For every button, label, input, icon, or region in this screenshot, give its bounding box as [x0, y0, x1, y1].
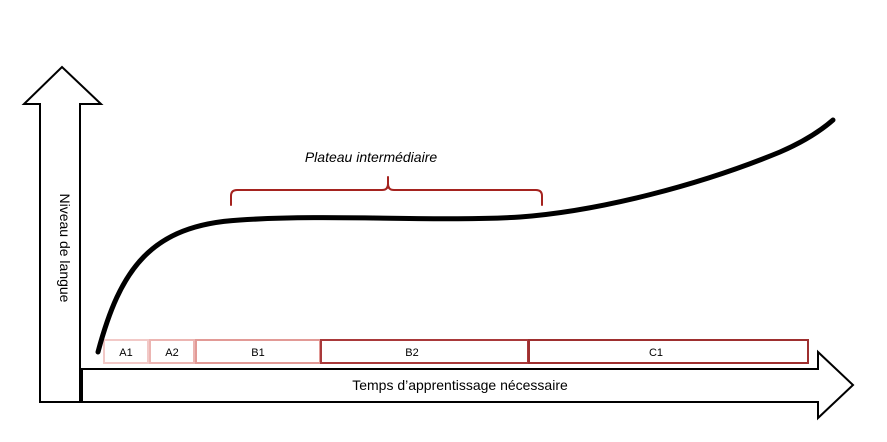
level-label-a2: A2 [165, 347, 178, 359]
x-axis-label: Temps d’apprentissage nécessaire [352, 377, 568, 393]
level-label-b1: B1 [251, 347, 264, 359]
level-bar: A1 A2 B1 B2 C1 [103, 339, 809, 364]
level-box-a1 [103, 339, 149, 364]
x-axis-arrow [81, 349, 855, 421]
plateau-brace [230, 176, 543, 206]
y-axis-label: Niveau de langue [57, 194, 73, 303]
level-label-c1: C1 [649, 347, 663, 359]
level-box-c1 [528, 339, 809, 364]
y-axis-arrow [21, 65, 104, 403]
learning-curve [95, 117, 836, 355]
level-box-a2 [149, 339, 195, 364]
plateau-label: Plateau intermédiaire [305, 149, 438, 165]
level-label-b2: B2 [405, 347, 418, 359]
level-label-a1: A1 [119, 347, 132, 359]
level-box-b2 [320, 339, 529, 364]
